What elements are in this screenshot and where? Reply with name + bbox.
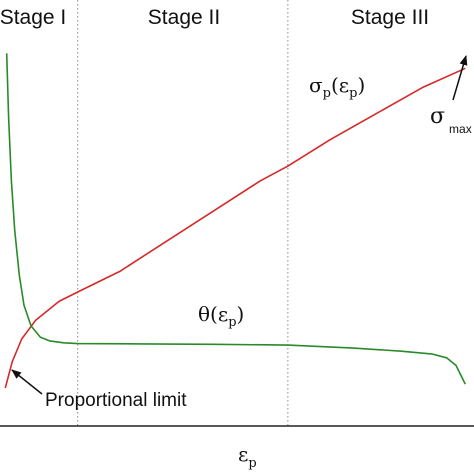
sigma-max-main: σ (430, 104, 445, 129)
sigma-max-label: σ max (430, 104, 472, 136)
stage-label-3: Stage III (351, 6, 429, 29)
sigma-max-sub: max (449, 122, 472, 136)
x-axis-label: εp (238, 442, 257, 471)
series-line-sigma (4, 67, 466, 389)
sigma-max-arrow (452, 55, 468, 101)
theta-label-sub: p (228, 315, 236, 330)
series-group (4, 53, 467, 389)
proportional-limit-label: Proportional limit (45, 390, 187, 411)
sigma-label-sub2: p (349, 86, 357, 101)
proportional-limit-arrow (11, 369, 43, 395)
stage-boundaries (77, 0, 289, 426)
sigma-label-main: σ (309, 73, 323, 97)
theta-label-close: ) (237, 302, 245, 326)
sigma-label-close: ) (357, 73, 365, 97)
stage-label-2: Stage II (148, 6, 220, 29)
sigma-series-label: σp(εp) (309, 73, 365, 101)
x-axis-label-sub: p (248, 456, 256, 471)
sigma-label-sub1: p (323, 86, 331, 101)
sigma-label-open: (ε (331, 73, 349, 97)
stage-label-1: Stage I (0, 6, 66, 29)
theta-label-main: θ(ε (198, 302, 228, 326)
theta-series-label: θ(εp) (198, 302, 244, 330)
series-line-theta (5, 53, 467, 385)
x-axis-label-main: ε (238, 442, 248, 466)
